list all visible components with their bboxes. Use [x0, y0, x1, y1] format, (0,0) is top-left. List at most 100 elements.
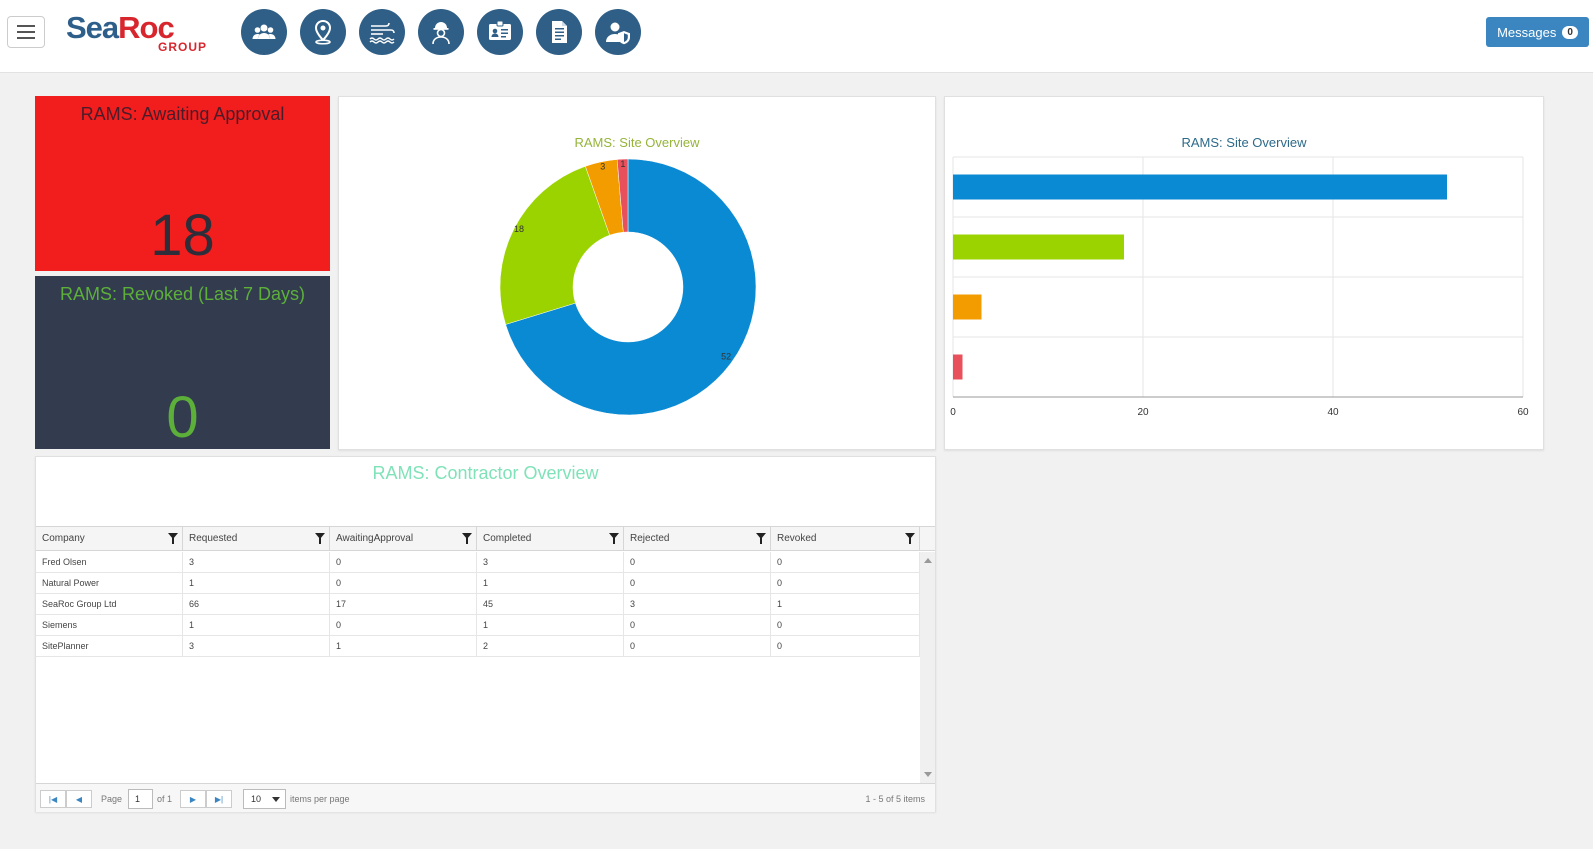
column-header-rejected[interactable]: Rejected — [624, 527, 771, 550]
filter-icon[interactable] — [315, 533, 325, 544]
revoked-tile[interactable]: RAMS: Revoked (Last 7 Days) 0 — [35, 276, 330, 450]
table-cell: Fred Olsen — [36, 552, 183, 572]
table-row[interactable]: SitePlanner 3 1 2 0 0 — [36, 636, 920, 657]
table-cell: 0 — [330, 573, 477, 593]
column-header-company[interactable]: Company — [36, 527, 183, 550]
menu-toggle-button[interactable] — [7, 16, 45, 48]
logo-part: Sea — [66, 10, 119, 45]
filter-icon[interactable] — [756, 533, 766, 544]
worker-icon[interactable] — [418, 9, 464, 55]
table-cell: 0 — [330, 552, 477, 572]
table-cell: 1 — [771, 594, 920, 614]
messages-button[interactable]: Messages 0 — [1486, 17, 1589, 47]
table-cell: 0 — [624, 615, 771, 635]
page-count-label: of 1 — [157, 794, 173, 804]
table-cell: 3 — [624, 594, 771, 614]
table-row[interactable]: Fred Olsen 3 0 3 0 0 — [36, 552, 920, 573]
site-overview-donut-panel: RAMS: Site Overview 52 18 3 1 — [338, 96, 936, 450]
slice-data-label: 52 — [721, 352, 731, 362]
site-overview-bar-panel: RAMS: Site Overview 0 20 40 60 — [944, 96, 1544, 450]
table-cell: 3 — [183, 636, 330, 656]
searoc-logo[interactable]: SeaRoc GROUP — [66, 10, 216, 56]
document-icon[interactable] — [536, 9, 582, 55]
prev-page-icon: ◀ — [75, 794, 83, 804]
column-header-revoked[interactable]: Revoked — [771, 527, 920, 550]
slice-data-label: 1 — [620, 159, 625, 169]
people-icon[interactable] — [241, 9, 287, 55]
logo-text: SeaRoc — [66, 10, 175, 46]
column-header-completed[interactable]: Completed — [477, 527, 624, 550]
page-number-input[interactable]: 1 — [128, 789, 153, 809]
top-header: SeaRoc GROUP Messages 0 — [0, 0, 1593, 73]
hamburger-icon — [17, 25, 35, 27]
bar-chart: 0 20 40 60 — [950, 156, 1529, 418]
column-label: Revoked — [777, 533, 817, 544]
table-title: RAMS: Contractor Overview — [372, 463, 599, 483]
next-page-button[interactable]: ▶ — [180, 790, 206, 808]
donut-slice[interactable] — [505, 158, 757, 416]
table-cell: Siemens — [36, 615, 183, 635]
column-header-requested[interactable]: Requested — [183, 527, 330, 550]
column-label: Completed — [483, 533, 532, 544]
table-cell: 0 — [624, 636, 771, 656]
first-page-button[interactable]: |◀ — [40, 790, 66, 808]
bar[interactable] — [953, 294, 982, 320]
bar[interactable] — [953, 354, 963, 380]
table-cell: 0 — [771, 573, 920, 593]
prev-page-button[interactable]: ◀ — [66, 790, 92, 808]
filter-icon[interactable] — [168, 533, 178, 544]
grid-pager: |◀ ◀ Page 1 of 1 ▶ ▶| 10 items per page … — [36, 783, 935, 812]
logo-subtext: GROUP — [158, 40, 208, 54]
table-cell: 3 — [477, 552, 624, 572]
map-pin-icon[interactable] — [300, 9, 346, 55]
chart-title: RAMS: Site Overview — [1181, 135, 1307, 150]
awaiting-approval-tile[interactable]: RAMS: Awaiting Approval 18 — [35, 96, 330, 271]
table-cell: 1 — [477, 615, 624, 635]
table-cell: 1 — [183, 573, 330, 593]
last-page-icon: ▶| — [214, 794, 224, 804]
filter-icon[interactable] — [462, 533, 472, 544]
filter-icon[interactable] — [905, 533, 915, 544]
grid-body: Fred Olsen 3 0 3 0 0 Natural Power 1 0 1… — [36, 552, 920, 657]
donut-slice[interactable] — [499, 165, 610, 325]
next-page-icon: ▶ — [189, 794, 197, 804]
items-summary: 1 - 5 of 5 items — [865, 794, 925, 804]
column-header-awaiting-approval[interactable]: AwaitingApproval — [330, 527, 477, 550]
header-scroll-spacer — [920, 527, 935, 550]
grid-header: Company Requested AwaitingApproval Compl… — [36, 527, 935, 551]
table-cell: SitePlanner — [36, 636, 183, 656]
tile-title: RAMS: Awaiting Approval — [80, 104, 285, 124]
column-label: Requested — [189, 533, 238, 544]
vertical-scrollbar[interactable] — [920, 552, 935, 783]
page-size-select[interactable]: 10 — [243, 789, 286, 809]
scroll-down-icon[interactable] — [924, 772, 932, 777]
donut-slice[interactable] — [616, 158, 629, 233]
table-cell: 0 — [771, 615, 920, 635]
weather-icon[interactable] — [359, 9, 405, 55]
slice-data-label: 3 — [600, 162, 605, 172]
tile-value: 18 — [150, 203, 215, 268]
column-label: AwaitingApproval — [336, 533, 414, 544]
table-cell: 2 — [477, 636, 624, 656]
table-cell: Natural Power — [36, 573, 183, 593]
bar[interactable] — [953, 234, 1124, 260]
table-cell: 0 — [771, 552, 920, 572]
table-cell: 0 — [330, 615, 477, 635]
module-nav — [241, 9, 641, 55]
hamburger-icon — [17, 31, 35, 33]
user-shield-icon[interactable] — [595, 9, 641, 55]
last-page-button[interactable]: ▶| — [206, 790, 232, 808]
tile-value: 0 — [166, 385, 199, 450]
hamburger-icon — [17, 37, 35, 39]
table-row[interactable]: Natural Power 1 0 1 0 0 — [36, 573, 920, 594]
filter-icon[interactable] — [609, 533, 619, 544]
id-card-icon[interactable] — [477, 9, 523, 55]
table-row[interactable]: SeaRoc Group Ltd 66 17 45 3 1 — [36, 594, 920, 615]
scroll-up-icon[interactable] — [924, 558, 932, 563]
tile-title: RAMS: Revoked (Last 7 Days) — [59, 284, 306, 304]
x-tick-label: 60 — [1517, 407, 1529, 418]
table-row[interactable]: Siemens 1 0 1 0 0 — [36, 615, 920, 636]
bar[interactable] — [953, 174, 1447, 200]
table-cell: 0 — [771, 636, 920, 656]
first-page-icon: |◀ — [48, 794, 58, 804]
